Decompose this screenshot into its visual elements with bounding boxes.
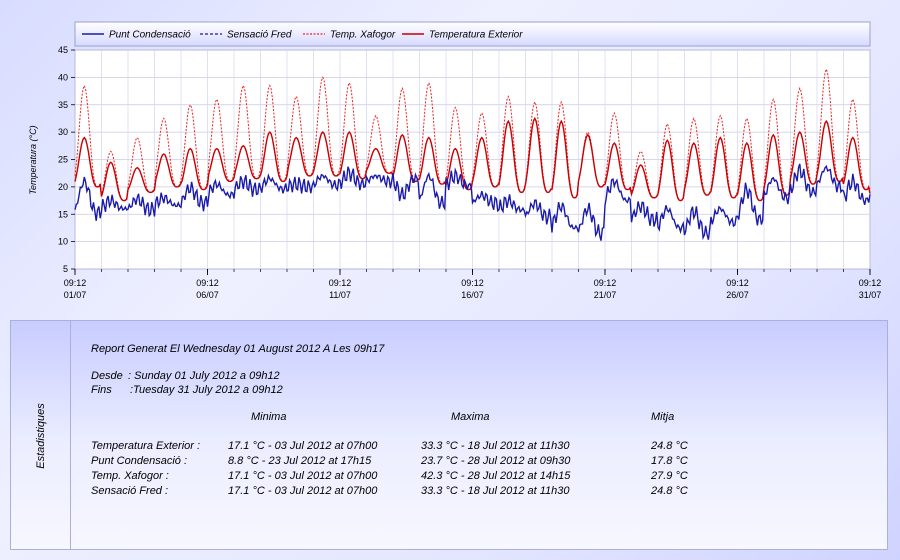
series-lines	[74, 67, 871, 241]
stats-row-label: Punt Condensació :	[91, 455, 188, 467]
legend: Punt Condensació Sensació Fred Temp. Xafog…	[74, 21, 871, 47]
series-line-0	[74, 163, 871, 241]
x-axis-ticks: 09:12 01/07 09:12 06/07 09:12 11/07 09:12 16/07…	[64, 269, 882, 300]
y-tick-label: 35	[58, 100, 68, 110]
header-min: Minima	[251, 411, 287, 423]
x-tick-date: 11/07	[329, 290, 351, 300]
stats-row-min: 17.1 °C - 03 Jul 2012 at 07h00	[228, 470, 378, 482]
y-tick-label: 15	[58, 209, 68, 219]
y-tick-label: 45	[58, 45, 68, 55]
legend-label-2: Temp. Xafogor	[330, 30, 396, 41]
stats-row-min: 8.8 °C - 23 Jul 2012 at 17h15	[228, 455, 372, 467]
desde-label: Desde	[91, 370, 123, 382]
y-tick-label: 10	[58, 237, 68, 247]
stats-row-max: 23.7 °C - 28 Jul 2012 at 09h30	[421, 455, 571, 467]
legend-label-3: Temperatura Exterior	[429, 30, 523, 41]
x-tick-time: 09:12	[726, 278, 749, 288]
stats-row-min: 17.1 °C - 03 Jul 2012 at 07h00	[228, 440, 378, 452]
y-tick-label: 30	[58, 127, 68, 137]
report-generated-line: Report Generat El Wednesday 01 August 20…	[91, 343, 385, 355]
stats-row-label: Sensació Fred :	[91, 485, 169, 497]
stats-side-tab: Estadistiques	[11, 321, 71, 549]
stats-row-max: 33.3 °C - 18 Jul 2012 at 11h30	[421, 440, 570, 452]
y-axis-ticks: 5 10 15 20 25 30 35 40 45	[58, 45, 75, 274]
fins-value: :Tuesday 31 July 2012 a 09h12	[130, 384, 283, 396]
header-avg: Mitja	[651, 411, 675, 423]
y-tick-label: 40	[58, 72, 68, 82]
stats-panel: Estadistiques Report Generat El Wednesda…	[10, 320, 888, 550]
fins-label: Fins	[91, 384, 112, 396]
legend-label-1: Sensació Fred	[227, 30, 292, 41]
stats-row-avg: 24.8 °C	[651, 440, 688, 452]
x-tick-date: 26/07	[726, 290, 749, 300]
y-tick-label: 5	[63, 264, 68, 274]
y-tick-label: 20	[58, 182, 68, 192]
x-tick-date: 01/07	[64, 290, 87, 300]
desde-value: : Sunday 01 July 2012 a 09h12	[128, 370, 280, 382]
stats-row-avg: 24.8 °C	[651, 485, 688, 497]
y-axis-label: Temperatura (°C)	[28, 125, 38, 194]
stats-row-avg: 17.8 °C	[651, 455, 688, 467]
x-tick-time: 09:12	[64, 278, 87, 288]
x-tick-time: 09:12	[594, 278, 617, 288]
stats-row-max: 33.3 °C - 18 Jul 2012 at 11h30	[421, 485, 570, 497]
legend-label-0: Punt Condensació	[109, 30, 191, 41]
x-tick-time: 09:12	[859, 278, 882, 288]
x-tick-date: 21/07	[594, 290, 617, 300]
stats-row-avg: 27.9 °C	[651, 470, 688, 482]
x-tick-time: 09:12	[196, 278, 219, 288]
header-max: Maxima	[451, 411, 490, 423]
x-tick-time: 09:12	[329, 278, 352, 288]
stats-row-label: Temperatura Exterior :	[91, 440, 201, 452]
x-tick-date: 31/07	[859, 290, 882, 300]
stats-side-label: Estadistiques	[35, 403, 47, 469]
stats-row-label: Temp. Xafogor :	[91, 470, 169, 482]
y-tick-label: 25	[58, 155, 68, 165]
series-line-3	[74, 116, 871, 202]
stats-row-max: 42.3 °C - 28 Jul 2012 at 14h15	[421, 470, 571, 482]
x-tick-date: 16/07	[461, 290, 484, 300]
x-tick-time: 09:12	[461, 278, 484, 288]
stats-row-min: 17.1 °C - 03 Jul 2012 at 07h00	[228, 485, 378, 497]
x-tick-date: 06/07	[196, 290, 219, 300]
